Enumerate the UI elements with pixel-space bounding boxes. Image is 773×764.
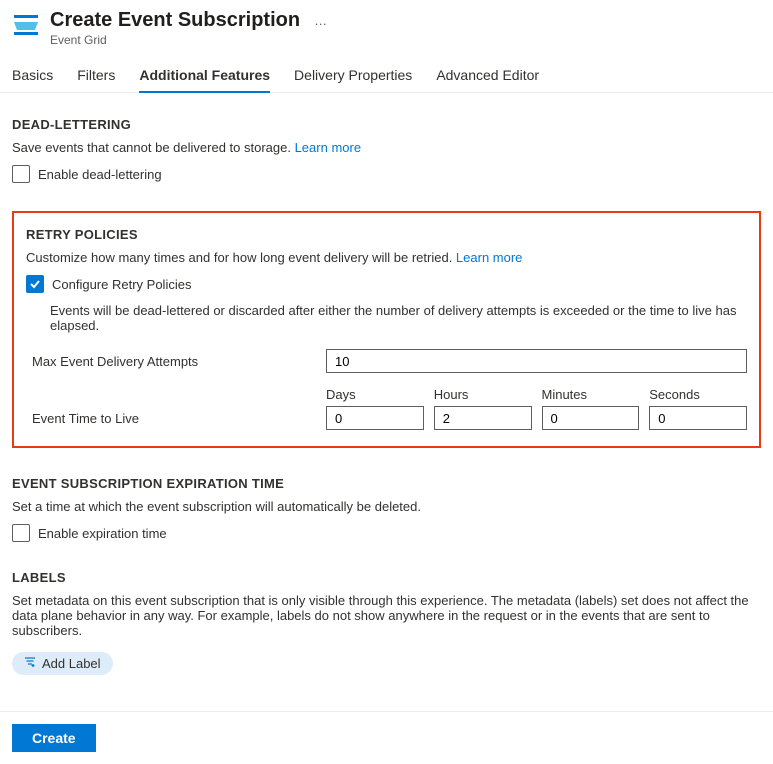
ttl-label: Event Time to Live	[26, 411, 326, 430]
max-attempts-row: Max Event Delivery Attempts	[26, 349, 747, 373]
max-attempts-input[interactable]	[326, 349, 747, 373]
ttl-hours-label: Hours	[434, 387, 532, 402]
tab-basics[interactable]: Basics	[12, 61, 53, 93]
ttl-seconds-input[interactable]	[649, 406, 747, 430]
retry-learn-more-link[interactable]: Learn more	[456, 250, 522, 265]
dead-lettering-heading: DEAD-LETTERING	[12, 117, 761, 132]
header-text-block: Create Event Subscription … Event Grid	[50, 8, 328, 47]
tab-advanced-editor[interactable]: Advanced Editor	[436, 61, 539, 93]
configure-retry-label: Configure Retry Policies	[52, 277, 191, 292]
ttl-minutes-input[interactable]	[542, 406, 640, 430]
retry-policies-section: RETRY POLICIES Customize how many times …	[12, 211, 761, 448]
tab-delivery-properties[interactable]: Delivery Properties	[294, 61, 412, 93]
dead-lettering-learn-more-link[interactable]: Learn more	[295, 140, 361, 155]
configure-retry-row: Configure Retry Policies	[26, 275, 747, 293]
enable-expiration-row: Enable expiration time	[12, 524, 761, 542]
enable-dead-lettering-row: Enable dead-lettering	[12, 165, 761, 183]
labels-heading: LABELS	[12, 570, 761, 585]
dead-lettering-desc: Save events that cannot be delivered to …	[12, 140, 761, 155]
footer-bar: Create	[0, 711, 773, 764]
enable-dead-lettering-checkbox[interactable]	[12, 165, 30, 183]
retry-policies-desc: Customize how many times and for how lon…	[26, 250, 747, 265]
content-area: DEAD-LETTERING Save events that cannot b…	[0, 93, 773, 699]
ttl-days-label: Days	[326, 387, 424, 402]
enable-expiration-label: Enable expiration time	[38, 526, 167, 541]
expiration-section: EVENT SUBSCRIPTION EXPIRATION TIME Set a…	[12, 476, 761, 542]
dead-lettering-section: DEAD-LETTERING Save events that cannot b…	[12, 117, 761, 183]
retry-policies-heading: RETRY POLICIES	[26, 227, 747, 242]
create-button[interactable]: Create	[12, 724, 96, 752]
filter-add-icon	[24, 656, 36, 671]
expiration-desc: Set a time at which the event subscripti…	[12, 499, 761, 514]
event-grid-icon	[12, 10, 40, 38]
page-title: Create Event Subscription	[50, 8, 300, 32]
configure-retry-checkbox[interactable]	[26, 275, 44, 293]
labels-desc: Set metadata on this event subscription …	[12, 593, 761, 638]
labels-section: LABELS Set metadata on this event subscr…	[12, 570, 761, 675]
enable-expiration-checkbox[interactable]	[12, 524, 30, 542]
add-label-button[interactable]: Add Label	[12, 652, 113, 675]
ttl-seconds-label: Seconds	[649, 387, 747, 402]
tab-bar: Basics Filters Additional Features Deliv…	[0, 51, 773, 93]
enable-dead-lettering-label: Enable dead-lettering	[38, 167, 162, 182]
ttl-days-input[interactable]	[326, 406, 424, 430]
more-actions-button[interactable]: …	[314, 13, 328, 28]
add-label-text: Add Label	[42, 656, 101, 671]
ttl-row: Event Time to Live Days Hours Minutes Se…	[26, 387, 747, 430]
tab-filters[interactable]: Filters	[77, 61, 115, 93]
retry-note: Events will be dead-lettered or discarde…	[50, 303, 747, 333]
expiration-heading: EVENT SUBSCRIPTION EXPIRATION TIME	[12, 476, 761, 491]
page-header: Create Event Subscription … Event Grid	[0, 0, 773, 51]
max-attempts-label: Max Event Delivery Attempts	[26, 354, 326, 369]
page-subtitle: Event Grid	[50, 33, 328, 47]
ttl-minutes-label: Minutes	[542, 387, 640, 402]
ttl-hours-input[interactable]	[434, 406, 532, 430]
tab-additional-features[interactable]: Additional Features	[139, 61, 270, 93]
